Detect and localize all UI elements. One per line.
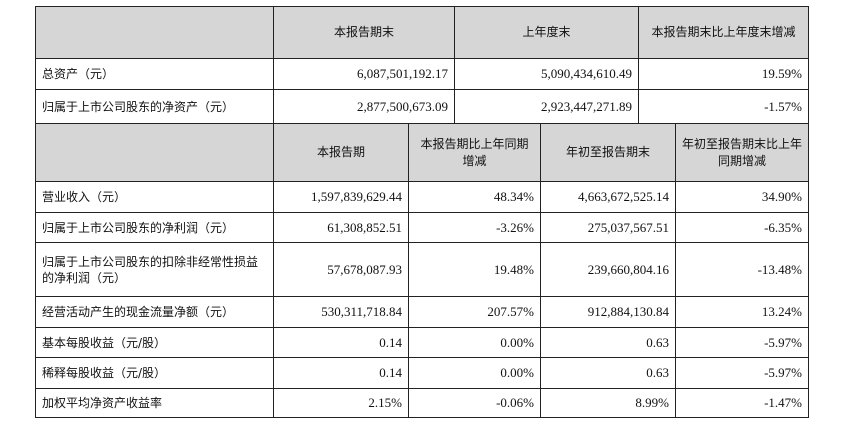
cell-value: -0.06% xyxy=(408,388,541,418)
cell-value: 5,090,434,610.49 xyxy=(454,58,639,90)
cell-value: 19.48% xyxy=(408,242,541,297)
cell-value: 0.00% xyxy=(408,357,541,389)
table-row: 基本每股收益（元/股） 0.14 0.00% 0.63 -5.97% xyxy=(35,327,809,358)
cell-value: 61,308,852.51 xyxy=(273,212,409,243)
cell-value: 912,884,130.84 xyxy=(540,296,676,328)
cell-value: 2,923,447,271.89 xyxy=(454,89,639,124)
cell-value: 0.14 xyxy=(273,327,409,358)
balance-table: 本报告期末 上年度末 本报告期末比上年度末增减 总资产（元） 6,087,501… xyxy=(35,6,809,124)
header-period-yoy-change: 本报告期比上年同期增减 xyxy=(408,123,541,182)
header-change-vs-prior-year-end: 本报告期末比上年度末增减 xyxy=(638,6,809,59)
row-label: 加权平均净资产收益率 xyxy=(35,388,274,418)
header-year-to-date: 年初至报告期末 xyxy=(540,123,676,182)
cell-value: 530,311,718.84 xyxy=(273,296,409,328)
cell-value: -5.97% xyxy=(675,357,809,389)
row-label: 总资产（元） xyxy=(35,58,274,90)
cell-value: 8.99% xyxy=(540,388,676,418)
cell-value: 207.57% xyxy=(408,296,541,328)
cell-value: -5.97% xyxy=(675,327,809,358)
income-header-row: 本报告期 本报告期比上年同期增减 年初至报告期末 年初至报告期末比上年同期增减 xyxy=(35,123,809,182)
header-blank xyxy=(35,6,274,59)
cell-value: 2.15% xyxy=(273,388,409,418)
cell-value: 2,877,500,673.09 xyxy=(273,89,455,124)
cell-value: -13.48% xyxy=(675,242,809,297)
cell-value: 275,037,567.51 xyxy=(540,212,676,243)
cell-value: 34.90% xyxy=(675,181,809,213)
table-row: 加权平均净资产收益率 2.15% -0.06% 8.99% -1.47% xyxy=(35,388,809,418)
cell-value: -1.47% xyxy=(675,388,809,418)
header-blank xyxy=(35,123,274,182)
header-current-period-end: 本报告期末 xyxy=(273,6,455,59)
cell-value: 0.63 xyxy=(540,327,676,358)
table-row: 归属于上市公司股东的净利润（元） 61,308,852.51 -3.26% 27… xyxy=(35,212,809,243)
row-label: 经营活动产生的现金流量净额（元） xyxy=(35,296,274,328)
row-label: 归属于上市公司股东的净利润（元） xyxy=(35,212,274,243)
cell-value: 19.59% xyxy=(638,58,809,90)
cell-value: -1.57% xyxy=(638,89,809,124)
header-ytd-yoy-change: 年初至报告期末比上年同期增减 xyxy=(675,123,809,182)
cell-value: 0.14 xyxy=(273,357,409,389)
balance-header-row: 本报告期末 上年度末 本报告期末比上年度末增减 xyxy=(35,6,809,59)
row-label: 归属于上市公司股东的净资产（元） xyxy=(35,89,274,124)
income-table: 本报告期 本报告期比上年同期增减 年初至报告期末 年初至报告期末比上年同期增减 … xyxy=(35,123,809,418)
table-row: 经营活动产生的现金流量净额（元） 530,311,718.84 207.57% … xyxy=(35,296,809,328)
cell-value: 4,663,672,525.14 xyxy=(540,181,676,213)
cell-value: 1,597,839,629.44 xyxy=(273,181,409,213)
table-row: 营业收入（元） 1,597,839,629.44 48.34% 4,663,67… xyxy=(35,181,809,213)
row-label: 营业收入（元） xyxy=(35,181,274,213)
row-label: 归属于上市公司股东的扣除非经常性损益的净利润（元） xyxy=(35,242,274,297)
row-label: 稀释每股收益（元/股） xyxy=(35,357,274,389)
table-row: 归属于上市公司股东的扣除非经常性损益的净利润（元） 57,678,087.93 … xyxy=(35,242,809,297)
cell-value: 57,678,087.93 xyxy=(273,242,409,297)
cell-value: 0.63 xyxy=(540,357,676,389)
cell-value: 239,660,804.16 xyxy=(540,242,676,297)
table-row: 归属于上市公司股东的净资产（元） 2,877,500,673.09 2,923,… xyxy=(35,89,809,124)
cell-value: 48.34% xyxy=(408,181,541,213)
cell-value: -6.35% xyxy=(675,212,809,243)
table-row: 总资产（元） 6,087,501,192.17 5,090,434,610.49… xyxy=(35,58,809,90)
cell-value: 13.24% xyxy=(675,296,809,328)
header-prior-year-end: 上年度末 xyxy=(454,6,639,59)
cell-value: 0.00% xyxy=(408,327,541,358)
header-current-period: 本报告期 xyxy=(273,123,409,182)
cell-value: 6,087,501,192.17 xyxy=(273,58,455,90)
cell-value: -3.26% xyxy=(408,212,541,243)
row-label: 基本每股收益（元/股） xyxy=(35,327,274,358)
table-row: 稀释每股收益（元/股） 0.14 0.00% 0.63 -5.97% xyxy=(35,357,809,389)
